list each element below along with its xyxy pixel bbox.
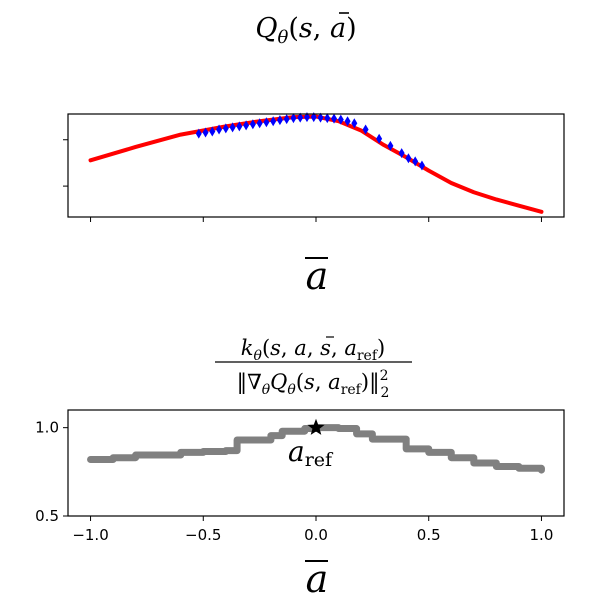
- data-point: [337, 114, 344, 125]
- data-point: [398, 148, 405, 159]
- data-point: [195, 128, 202, 139]
- data-point: [216, 124, 223, 135]
- x-tick-label: −0.5: [185, 526, 221, 544]
- data-point: [229, 122, 236, 133]
- bottom-chart-ticks: −1.0 −0.5 0.0 0.5 1.0 0.5 1.0: [35, 419, 553, 544]
- bottom-title-denominator: ‖∇θQθ(s, aref)‖2 2: [237, 368, 390, 401]
- data-point: [236, 121, 243, 132]
- data-point: [283, 114, 290, 125]
- data-point: [324, 113, 331, 124]
- data-point: [412, 156, 419, 167]
- data-point: [317, 112, 324, 123]
- data-point: [290, 113, 297, 124]
- aref-annotation: aref: [288, 435, 334, 471]
- data-point: [297, 112, 304, 123]
- bottom-chart-xlabel: a: [306, 557, 329, 599]
- top-chart-frame: [67, 113, 565, 218]
- bottom-chart: kθ(s, a, s, aref) ‖∇θQθ(s, aref)‖2 2 −1.0…: [35, 336, 565, 599]
- data-point: [209, 126, 216, 137]
- top-chart-series: [88, 112, 544, 214]
- data-point: [276, 115, 283, 126]
- top-chart: Qθ(s, a) a: [63, 12, 565, 298]
- aref-label: aref: [288, 435, 334, 471]
- y-tick-label: 0.5: [35, 507, 59, 525]
- data-point: [387, 140, 394, 151]
- bottom-title-numerator: kθ(s, a, s, aref): [241, 336, 385, 364]
- bottom-chart-title: kθ(s, a, s, aref) ‖∇θQθ(s, aref)‖2 2: [215, 336, 412, 401]
- data-point: [344, 116, 351, 127]
- top-chart-title: Qθ(s, a): [255, 13, 356, 48]
- data-point: [202, 127, 209, 138]
- x-tick-label: 1.0: [530, 526, 554, 544]
- data-point: [256, 118, 263, 129]
- data-point: [405, 153, 412, 164]
- x-tick-label: 0.5: [417, 526, 441, 544]
- bottom-chart-series: [87, 418, 545, 474]
- data-point: [376, 133, 383, 144]
- x-tick-label: 0.0: [304, 526, 328, 544]
- x-tick-label: −1.0: [72, 526, 108, 544]
- data-point: [249, 119, 256, 130]
- data-point: [362, 124, 369, 135]
- series-line-0: [87, 424, 545, 474]
- series-line-0: [88, 114, 544, 214]
- data-point: [418, 160, 425, 171]
- top-chart-xlabel: a: [306, 254, 329, 298]
- data-point: [243, 120, 250, 131]
- top-chart-ticks: [63, 139, 542, 222]
- data-point: [263, 117, 270, 128]
- data-point: [351, 118, 358, 129]
- data-point: [331, 113, 338, 124]
- data-point: [222, 123, 229, 134]
- aref-star-marker: [307, 418, 325, 435]
- y-tick-label: 1.0: [35, 419, 59, 437]
- data-point: [270, 116, 277, 127]
